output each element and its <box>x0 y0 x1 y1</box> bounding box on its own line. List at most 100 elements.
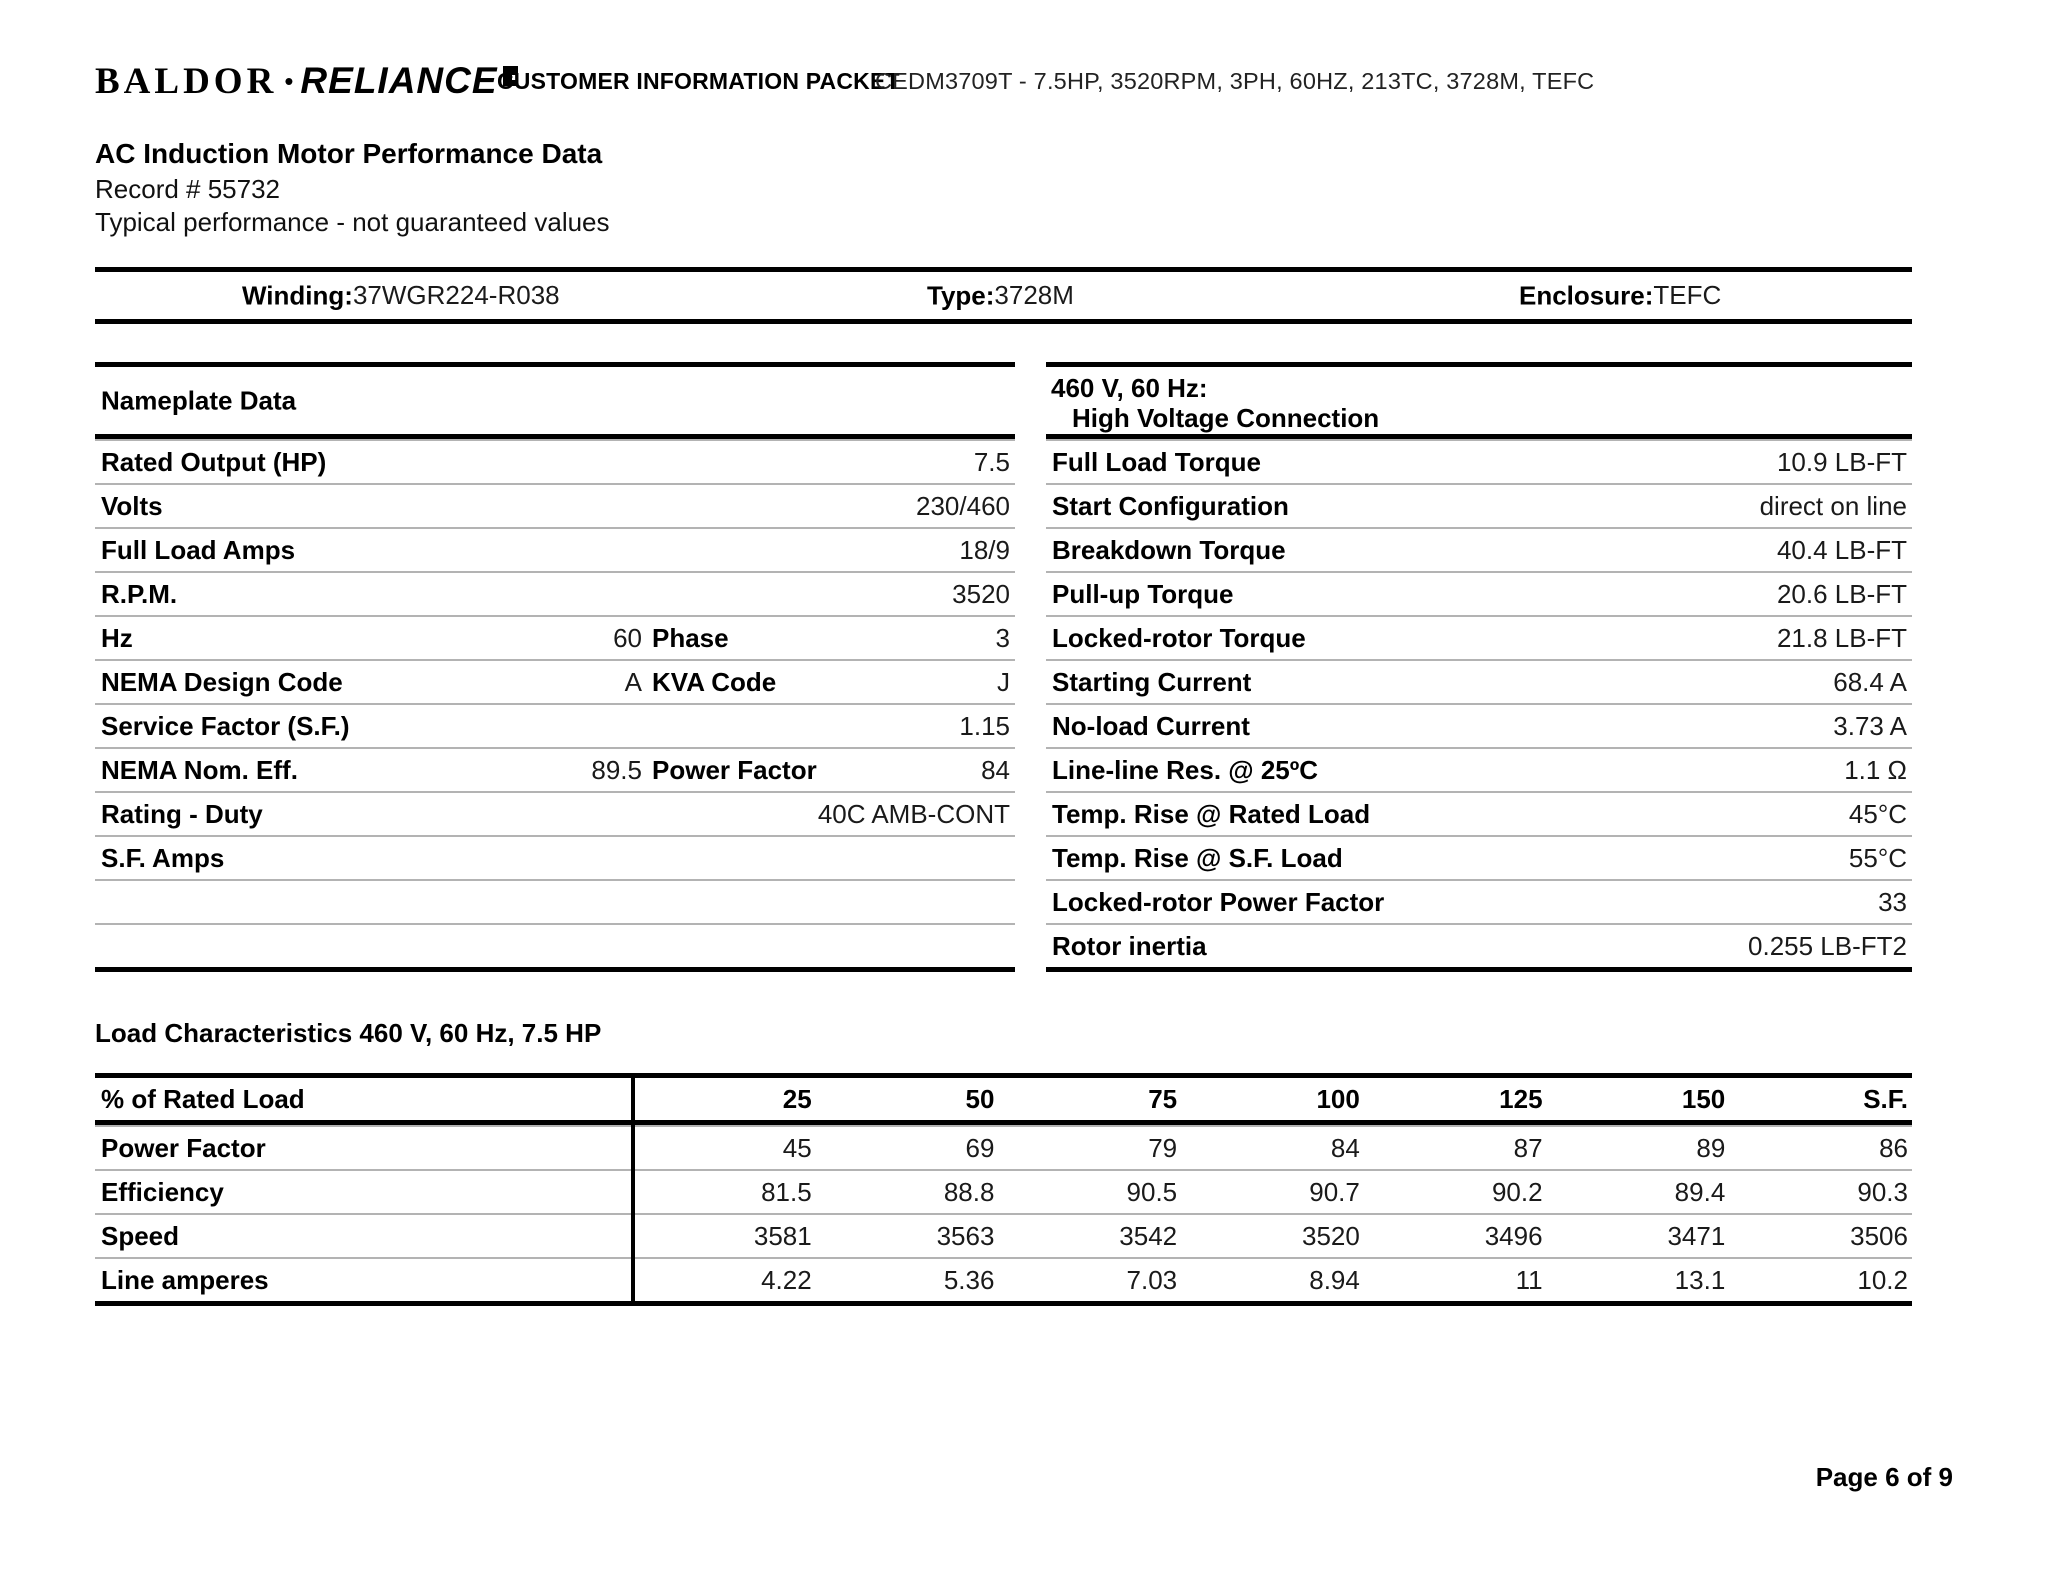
cell: 79 <box>1148 1132 1178 1163</box>
performance-note: Typical performance - not guaranteed val… <box>95 207 610 237</box>
high-voltage-table: 460 V, 60 Hz: High Voltage Connection Fu… <box>1046 362 1912 972</box>
high-voltage-table-header: 460 V, 60 Hz: High Voltage Connection <box>1046 367 1912 439</box>
row-label: Start Configuration <box>1052 491 1289 521</box>
winding-value: 37WGR224-R038 <box>352 280 560 310</box>
cell: 3581 <box>753 1220 812 1251</box>
type-value: 3728M <box>994 280 1074 310</box>
row-label2: KVA Code <box>652 667 777 697</box>
row-label: Starting Current <box>1052 667 1252 697</box>
cell: 86 <box>1879 1132 1908 1163</box>
column-header: 100 <box>1316 1083 1360 1114</box>
type-field: Type: 3728M <box>927 280 1074 311</box>
row-value: 40C AMB-CONT <box>817 799 1010 829</box>
row-label: Temp. Rise @ Rated Load <box>1052 799 1371 829</box>
table-row: Temp. Rise @ S.F. Load 55°C <box>1046 835 1912 879</box>
row-label: Full Load Amps <box>101 535 296 565</box>
row-value: 3.73 A <box>1833 711 1907 741</box>
row-label2: Power Factor <box>652 755 817 785</box>
cell: 90.2 <box>1491 1176 1543 1207</box>
row-value: 1.1 Ω <box>1844 755 1907 785</box>
baldor-reliance-logo: BALDOR • RELIANCE <box>95 58 518 104</box>
nameplate-title: Nameplate Data <box>101 385 297 415</box>
row-label: Locked-rotor Torque <box>1052 623 1306 653</box>
cell: 3496 <box>1484 1220 1543 1251</box>
table-row: Rated Output (HP) 7.5 <box>95 439 1015 483</box>
cell: 69 <box>965 1132 995 1163</box>
cell: 81.5 <box>761 1176 812 1207</box>
cell: 3542 <box>1119 1220 1178 1251</box>
table-vertical-divider <box>631 1078 635 1301</box>
row-label: Full Load Torque <box>1052 447 1261 477</box>
table-row: R.P.M. 3520 <box>95 571 1015 615</box>
hv-title-line2: High Voltage Connection <box>1072 403 1380 433</box>
row-mid-value: A <box>624 667 642 697</box>
row-value: 20.6 LB-FT <box>1776 579 1907 609</box>
cell: 13.1 <box>1674 1264 1726 1295</box>
cell: 90.5 <box>1126 1176 1178 1207</box>
cell: 3563 <box>936 1220 995 1251</box>
table-row: No-load Current 3.73 A <box>1046 703 1912 747</box>
page-number: Page 6 of 9 <box>1815 1462 1953 1492</box>
cell: 87 <box>1513 1132 1543 1163</box>
row-label: Pull-up Torque <box>1052 579 1234 609</box>
table-row: Line-line Res. @ 25ºC 1.1 Ω <box>1046 747 1912 791</box>
row-label: Locked-rotor Power Factor <box>1052 887 1385 917</box>
table-row: Volts 230/460 <box>95 483 1015 527</box>
table-row: NEMA Design Code A KVA Code J <box>95 659 1015 703</box>
cell: 4.22 <box>761 1264 812 1295</box>
logo-dot-icon: • <box>284 65 294 96</box>
cell: 89 <box>1696 1132 1726 1163</box>
winding-summary-bar: Winding: 37WGR224-R038 Type: 3728M Enclo… <box>95 267 1912 324</box>
type-label: Type: <box>927 280 995 310</box>
row-value: 3 <box>995 623 1010 653</box>
table-row <box>95 923 1015 967</box>
row-label: No-load Current <box>1052 711 1250 741</box>
row-value: 1.15 <box>959 711 1010 741</box>
logo-reliance-text: RELIANCE <box>300 60 498 101</box>
row-label: Line amperes <box>101 1264 269 1295</box>
table-row: Rating - Duty 40C AMB-CONT <box>95 791 1015 835</box>
row-value: direct on line <box>1759 491 1907 521</box>
nameplate-table-header: Nameplate Data <box>95 367 1015 439</box>
winding-label: Winding: <box>242 280 353 310</box>
table-row: Pull-up Torque 20.6 LB-FT <box>1046 571 1912 615</box>
cell: 90.7 <box>1309 1176 1360 1207</box>
row-value: 68.4 A <box>1833 667 1907 697</box>
column-header: 50 <box>965 1083 995 1114</box>
row-label: Speed <box>101 1220 180 1251</box>
table-row: Line amperes 4.22 5.36 7.03 8.94 11 13.1… <box>95 1257 1912 1301</box>
cell: 5.36 <box>943 1264 995 1295</box>
table-row: Locked-rotor Power Factor 33 <box>1046 879 1912 923</box>
row-label: Breakdown Torque <box>1052 535 1286 565</box>
row-value: 84 <box>981 755 1010 785</box>
table-row: Efficiency 81.5 88.8 90.5 90.7 90.2 89.4… <box>95 1169 1912 1213</box>
table-row: NEMA Nom. Eff. 89.5 Power Factor 84 <box>95 747 1015 791</box>
row-value: 45°C <box>1848 799 1907 829</box>
table-row: Service Factor (S.F.) 1.15 <box>95 703 1015 747</box>
motor-model-line: CEDM3709T - 7.5HP, 3520RPM, 3PH, 60HZ, 2… <box>875 67 1595 94</box>
row-label: Hz <box>101 623 133 653</box>
cell: 3506 <box>1850 1220 1908 1251</box>
table-row: Speed 3581 3563 3542 3520 3496 3471 3506 <box>95 1213 1912 1257</box>
reliance-trademark-icon <box>502 66 518 86</box>
cell: 3520 <box>1302 1220 1360 1251</box>
table-row: Locked-rotor Torque 21.8 LB-FT <box>1046 615 1912 659</box>
cell: 7.03 <box>1126 1264 1178 1295</box>
row-value: J <box>997 667 1010 697</box>
row-value: 230/460 <box>916 491 1010 521</box>
row-label: Line-line Res. @ 25ºC <box>1052 755 1319 785</box>
table-row: Temp. Rise @ Rated Load 45°C <box>1046 791 1912 835</box>
packet-title: CUSTOMER INFORMATION PACKET <box>497 67 900 94</box>
table-row <box>95 879 1015 923</box>
row-label: Rating - Duty <box>101 799 263 829</box>
row-value: 3520 <box>952 579 1010 609</box>
cell: 88.8 <box>943 1176 995 1207</box>
table-row: Power Factor 45 69 79 84 87 89 86 <box>95 1125 1912 1169</box>
column-header: 125 <box>1499 1083 1543 1114</box>
row-label: Temp. Rise @ S.F. Load <box>1052 843 1343 873</box>
hv-title-line1: 460 V, 60 Hz: <box>1051 373 1208 403</box>
row-label: Efficiency <box>101 1176 224 1207</box>
row-label2: Phase <box>652 623 729 653</box>
row-value: 18/9 <box>959 535 1010 565</box>
